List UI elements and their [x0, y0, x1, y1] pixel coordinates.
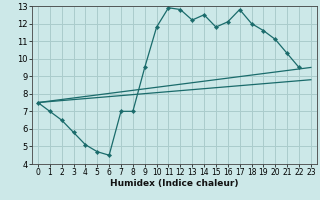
X-axis label: Humidex (Indice chaleur): Humidex (Indice chaleur)	[110, 179, 239, 188]
